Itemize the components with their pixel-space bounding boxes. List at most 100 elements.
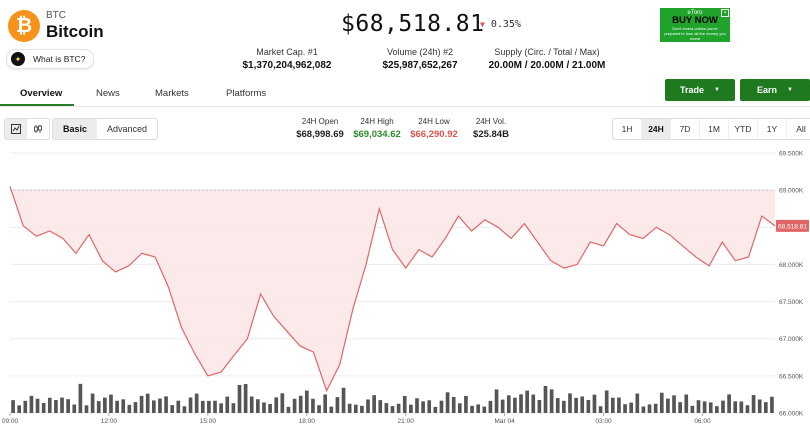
- volume-bar: [598, 406, 603, 413]
- price-chart[interactable]: 69.500K69.000K68.500K68.000K67.500K67.00…: [0, 145, 810, 424]
- ad-brand: eToro: [687, 10, 703, 16]
- volume-bar: [476, 404, 481, 413]
- volume-bar: [763, 402, 768, 413]
- volume-bar: [127, 404, 132, 413]
- volume-bar: [121, 399, 126, 413]
- etoro-ad-banner[interactable]: × eToro BUY NOW Don't invest unless you'…: [660, 8, 730, 42]
- earn-label: Earn: [757, 85, 778, 95]
- candlestick-icon[interactable]: [27, 119, 49, 139]
- current-price: $68,518.81: [341, 11, 485, 37]
- volume-bar: [562, 400, 566, 413]
- coin-name: Bitcoin: [46, 22, 104, 41]
- x-tick-label: 03:00: [595, 418, 612, 424]
- volume-bar: [207, 400, 211, 413]
- volume-bar: [360, 405, 364, 413]
- volume-bar: [653, 403, 658, 413]
- volume-bar: [329, 406, 334, 413]
- volume-bar: [464, 395, 468, 413]
- volume-bar: [672, 395, 676, 413]
- volume-bar: [353, 404, 358, 413]
- volume-bar: [17, 405, 22, 413]
- volume-bar: [739, 401, 744, 413]
- basic-mode-button[interactable]: Basic: [53, 119, 98, 139]
- tab-overview[interactable]: Overview: [20, 88, 63, 99]
- volume-bar: [666, 398, 670, 413]
- volume-bar: [133, 402, 138, 413]
- chart-type-toggle: [4, 118, 50, 140]
- y-tick-label: 69.000K: [779, 188, 804, 195]
- volume-bar: [23, 400, 28, 413]
- ad-close-icon[interactable]: ×: [721, 9, 729, 17]
- tab-platforms[interactable]: Platforms: [226, 88, 267, 99]
- volume-bar: [231, 403, 236, 413]
- volume-bar: [164, 396, 168, 413]
- volume-bar: [549, 389, 554, 413]
- volume-bar: [366, 399, 370, 413]
- range-1h[interactable]: 1H: [613, 119, 642, 139]
- volume-bar: [182, 406, 187, 413]
- volume-bar: [274, 397, 279, 413]
- x-tick-label: Mar 04: [494, 418, 515, 424]
- volume-bar: [109, 394, 113, 413]
- y-tick-label: 66.500K: [779, 373, 804, 380]
- range-24h[interactable]: 24H: [642, 119, 671, 139]
- tab-markets[interactable]: Markets: [155, 88, 189, 99]
- volume-bar: [543, 385, 548, 413]
- supply-value: 20.00M / 20.00M / 21.00M: [488, 60, 606, 71]
- range-ytd[interactable]: YTD: [729, 119, 758, 139]
- coin-ticker: BTC: [46, 10, 66, 21]
- ad-cta: BUY NOW: [672, 15, 718, 26]
- earn-button[interactable]: Earn ▼: [740, 79, 810, 101]
- ad-fine-print: Don't invest unless you're prepared to l…: [664, 26, 726, 41]
- chart-mode-toggle: Basic Advanced: [52, 118, 159, 140]
- open-label: 24H Open: [301, 117, 339, 126]
- line-chart-icon[interactable]: [5, 119, 27, 139]
- volume-bar: [256, 399, 260, 413]
- volume-bar: [194, 393, 199, 413]
- volume-bar: [457, 403, 462, 413]
- price-area: [10, 186, 775, 391]
- volume-bar: [237, 384, 242, 413]
- volume-bar: [415, 398, 419, 413]
- volume-bar: [439, 400, 444, 413]
- volume-bar: [708, 402, 713, 413]
- x-tick-label: 06:00: [694, 418, 711, 424]
- volume-bar: [745, 405, 750, 413]
- volume-bar: [286, 406, 291, 413]
- volume-bar: [54, 400, 58, 413]
- volume-bar: [702, 401, 707, 413]
- tab-news[interactable]: News: [96, 88, 120, 99]
- range-7d[interactable]: 7D: [671, 119, 700, 139]
- volume-bar: [525, 390, 529, 413]
- volume-bar: [617, 397, 621, 413]
- volume-bar: [641, 406, 646, 413]
- volume-bar: [139, 395, 144, 413]
- advanced-mode-button[interactable]: Advanced: [107, 124, 148, 134]
- high-label: 24H High: [360, 117, 394, 126]
- range-1y[interactable]: 1Y: [758, 119, 787, 139]
- volume-bar: [494, 389, 499, 413]
- volume-bar: [78, 383, 83, 413]
- volume-bar: [176, 400, 181, 413]
- range-1m[interactable]: 1M: [700, 119, 729, 139]
- volume-bar: [770, 396, 774, 413]
- time-range-selector: 1H 24H 7D 1M YTD 1Y All: [612, 118, 810, 140]
- volume-bar: [390, 406, 395, 413]
- volume-bar: [635, 393, 640, 413]
- chevron-down-icon: ▼: [714, 87, 720, 93]
- volume-bar: [684, 394, 689, 413]
- range-all[interactable]: All: [796, 124, 806, 134]
- volume-bar: [11, 400, 15, 413]
- volume-bar: [604, 390, 609, 413]
- supply-stat: Supply (Circ. / Total / Max) 20.00M / 20…: [466, 47, 628, 71]
- trade-button[interactable]: Trade ▼: [665, 79, 735, 101]
- ohlc-low: 24H Low $66,290.92: [404, 117, 464, 140]
- volume-bar: [66, 399, 70, 413]
- what-is-coin-button[interactable]: ✦ What is BTC?: [6, 49, 95, 69]
- trade-label: Trade: [680, 85, 705, 95]
- volume-bar: [311, 398, 315, 413]
- volume-bar: [151, 400, 156, 413]
- volume-bar: [402, 395, 407, 413]
- volume-bar: [396, 403, 401, 413]
- volume-bar: [158, 398, 162, 413]
